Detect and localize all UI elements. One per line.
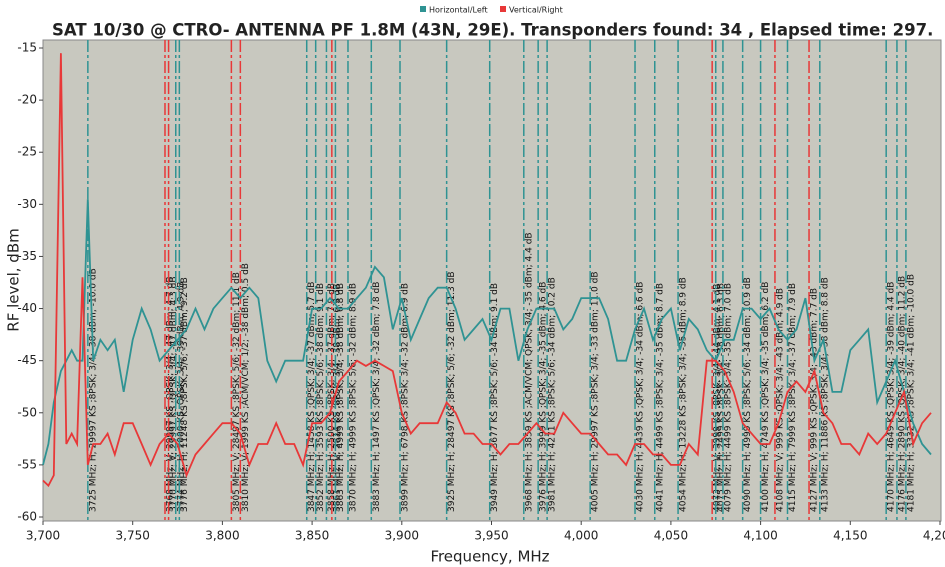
chart-title: SAT 10/30 @ CTRO- ANTENNA PF 1.8M (43N, … — [52, 21, 933, 40]
x-tick-label: 4,100 — [743, 529, 777, 543]
transponder-label: 3968 MHz; H; 3859 KS ;ACM/VCM; QPSK; 3/4… — [524, 232, 534, 512]
transponder-label: 4108 MHz; V; 999 KS ;QPSK; 3/4; -43 dBm;… — [775, 288, 785, 512]
transponder-label: 3899 MHz; H; 6798 KS ;8PSK; 3/4; -32 dBm… — [401, 283, 411, 512]
x-tick-label: 3,750 — [116, 529, 150, 543]
transponder-label: 3981 MHz; H; 4271 KS ;8PSK; 5/6; -34 dBm… — [548, 277, 558, 512]
legend-swatch — [500, 6, 506, 12]
transponder-label: 3776 MHz; H; 11248 KS ;8PSK; 5/6; -37 dB… — [180, 277, 190, 512]
x-axis-label: Frequency, MHz — [430, 548, 549, 566]
x-tick-label: 3,950 — [474, 529, 508, 543]
x-tick-label: 3,850 — [295, 529, 329, 543]
transponder-label: 3863 MHz; H; 4999 KS ;8PSK; 3/4; -38 dBm… — [336, 283, 346, 512]
transponder-label: 4133 MHz; H; 11886 KS ;8PSK; 3/4; -38 dB… — [820, 277, 830, 512]
y-axis-label: RF level, dBm — [5, 228, 23, 331]
transponder-label: 4127 MHz; V; 999 KS ;QPSK; 3/4; -43 dBm;… — [810, 288, 820, 512]
transponder-label: 3810 MHz; V; 1999 KS ;ACM/VCM; 1/2; -38 … — [241, 263, 251, 512]
transponder-label: 3852 MHz; H; 3593 KS ;8PSK; 5/6; -38 dBm… — [316, 283, 326, 512]
transponder-label: 3883 MHz; H; 1497 KS ;QPSK; 3/4; -32 dBm… — [372, 282, 382, 512]
grid: -15 -20 -25 -30 -35 -40 -45 -50 -55 -60 3,700 3,750… — [17, 41, 945, 543]
legend-label: Horizontal/Left — [429, 6, 488, 15]
transponder-label: 4075 MHz; H; 2499 KS ;8PSK; 3/4; -38 dBm… — [716, 283, 726, 512]
transponder-label: 4170 MHz; H; 4649 KS ;QPSK; 3/4; -39 dBm… — [887, 282, 897, 512]
transponder-label: 4079 MHz; H; 4499 KS ;8PSK; 3/4; -35 dBm… — [723, 283, 733, 512]
transponder-label: 3949 MHz; H; 3677 KS ;8PSK; 5/6; -34 dBm… — [490, 283, 500, 512]
transponder-label: 3768 MHz; V; 29997 KS ;QPSK; 3/4; -47 dB… — [165, 276, 175, 512]
transponder-label: 3725 MHz; H; 29997 KS ;8PSK; 3/4; -38 dB… — [88, 268, 98, 512]
x-tick-label: 4,000 — [564, 529, 598, 543]
transponder-label: 4100 MHz; H; 4749 KS ;QPSK; 3/4; -35 dBm… — [761, 282, 771, 512]
x-tick-label: 4,200 — [923, 529, 945, 543]
transponder-label: 4090 MHz; H; 4999 KS ;8PSK; 5/6; -34 dBm… — [743, 277, 753, 512]
transponder-label: 3805 MHz; V; 28497 KS ;8PSK; 5/6; -32 dB… — [232, 272, 242, 512]
transponder-label: 4054 MHz; H; 13228 KS ;8PSK; 3/4; -35 dB… — [679, 277, 689, 512]
transponder-label: 3870 MHz; H; 4999 KS ;8PSK; 5/6; -32 dBm… — [348, 283, 358, 512]
y-tick-label: -35 — [17, 249, 37, 263]
transponder-label: 3774 MHz; H; 2000 KS ;QPSK; 3/4; -39 dBm… — [176, 282, 186, 512]
y-tick-label: -15 — [17, 41, 37, 55]
legend-label: Vertical/Right — [509, 6, 563, 15]
x-tick-label: 4,050 — [654, 529, 688, 543]
y-tick-label: -60 — [17, 510, 37, 524]
y-tick-label: -40 — [17, 301, 37, 315]
transponder-label: 3925 MHz; H; 28497 KS ;8PSK; 5/6; -32 dB… — [447, 271, 457, 512]
y-tick-label: -55 — [17, 457, 37, 471]
series — [42, 53, 932, 488]
y-tick-label: -30 — [17, 197, 37, 211]
series-line — [42, 199, 932, 466]
y-tick-label: -20 — [17, 93, 37, 107]
transponder-label: 3770 MHz; V; 29997 KS ;QPSK; 3/4; -47 dB… — [169, 276, 179, 512]
y-tick-label: -45 — [17, 353, 37, 367]
legend-swatch — [420, 6, 426, 12]
transponder-label: 3861 MHz; V; 2814 KS ;8PSK; 3/4; -38 dBm… — [332, 284, 342, 512]
transponder-label: 4030 MHz; H; 4439 KS ;QPSK; 3/4; -34 dBm… — [636, 282, 646, 512]
transponder-label: 4115 MHz; H; 7999 KS ;8PSK; 3/4; -37 dBm… — [788, 283, 798, 512]
transponder-label: 4073 MHz; V; 3999 KS ;8PSK; 3/4; -44 dBm… — [713, 284, 723, 512]
transponder-label: 4005 MHz; H; 29997 KS ;8PSK; 3/4; -33 dB… — [591, 271, 601, 512]
x-tick-label: 3,900 — [385, 529, 419, 543]
x-tick-label: 3,700 — [26, 529, 60, 543]
plot-area — [42, 39, 942, 522]
series-line — [42, 53, 932, 488]
transponder-label: 3847 MHz; H; 1458 KS ;QPSK; 3/4; -37 dBm… — [307, 282, 317, 512]
transponder-label: 4181 MHz; H; 3332 KS ;8PSK; 3/4; -41 dBm… — [906, 274, 916, 512]
legend: Horizontal/Left Vertical/Right — [420, 6, 563, 15]
x-tick-label: 3,800 — [205, 529, 239, 543]
transponder-label: 3976 MHz; H; 3999 KS ;QPSK; 3/4; -35 dBm… — [539, 282, 549, 512]
transponder-label: 4041 MHz; H; 4499 KS ;8PSK; 3/4; -35 dBm… — [655, 283, 665, 512]
markers: 3725 MHz; H; 29997 KS ;8PSK; 3/4; -38 dB… — [87, 40, 916, 521]
y-tick-label: -25 — [17, 145, 37, 159]
x-tick-label: 4,150 — [833, 529, 867, 543]
y-tick-label: -50 — [17, 405, 37, 419]
